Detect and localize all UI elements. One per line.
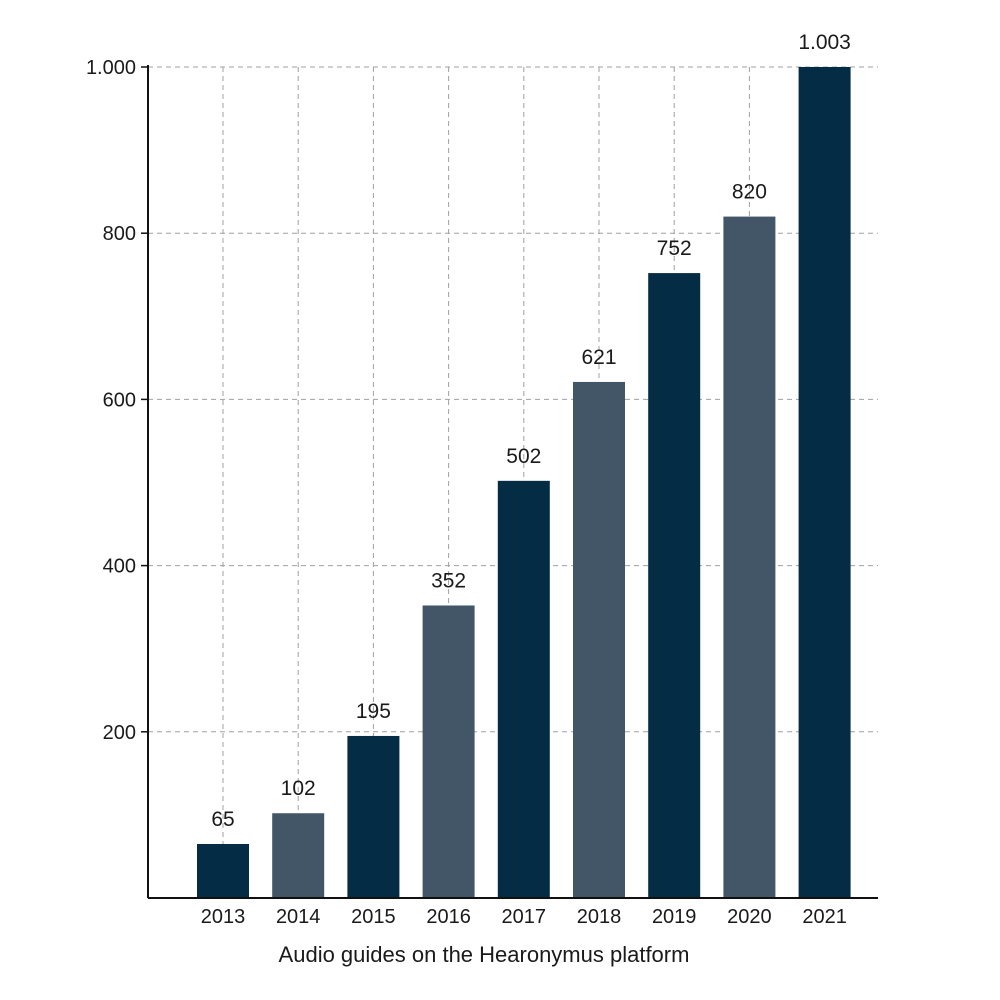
data-label: 820 (732, 181, 767, 204)
bar-2020 (723, 216, 776, 898)
x-tick-label: 2017 (502, 906, 547, 928)
data-label: 195 (356, 700, 391, 723)
y-tick-label: 1.000 (86, 57, 136, 79)
data-label: 102 (281, 777, 316, 800)
bar-2018 (573, 381, 625, 899)
bar-2014 (272, 813, 325, 898)
data-label: 65 (211, 808, 234, 831)
x-tick-label: 2018 (577, 906, 622, 928)
x-tick-label: 2014 (276, 906, 321, 928)
data-label: 1.003 (798, 31, 851, 54)
y-tick-label: 800 (103, 223, 136, 245)
x-axis-title: Audio guides on the Hearonymus platform (279, 942, 690, 967)
bar-2015 (347, 735, 400, 898)
x-tick-label: 2019 (652, 906, 697, 928)
x-tick-label: 2015 (351, 906, 396, 928)
data-label: 752 (657, 237, 692, 260)
data-label: 352 (431, 569, 466, 592)
bar-2017 (497, 480, 550, 898)
x-tick-label: 2016 (426, 906, 471, 928)
y-tick-label: 200 (103, 722, 136, 744)
bar-2016 (422, 605, 475, 898)
x-tick-label: 2020 (727, 906, 772, 928)
bar-2021 (798, 67, 851, 898)
x-tick-label: 2021 (802, 906, 847, 928)
x-tick-label: 2013 (201, 906, 246, 928)
data-label: 621 (581, 346, 616, 369)
y-tick-label: 400 (103, 556, 136, 578)
bars (197, 67, 851, 899)
bar-2013 (197, 843, 249, 898)
axes (141, 65, 878, 899)
data-label: 502 (506, 445, 541, 468)
labels: 200 400 600 800 1.000 65 2013 102 2014 195 2015 352… (86, 31, 851, 928)
y-tick-label: 600 (103, 389, 136, 411)
bar-2019 (648, 273, 701, 898)
